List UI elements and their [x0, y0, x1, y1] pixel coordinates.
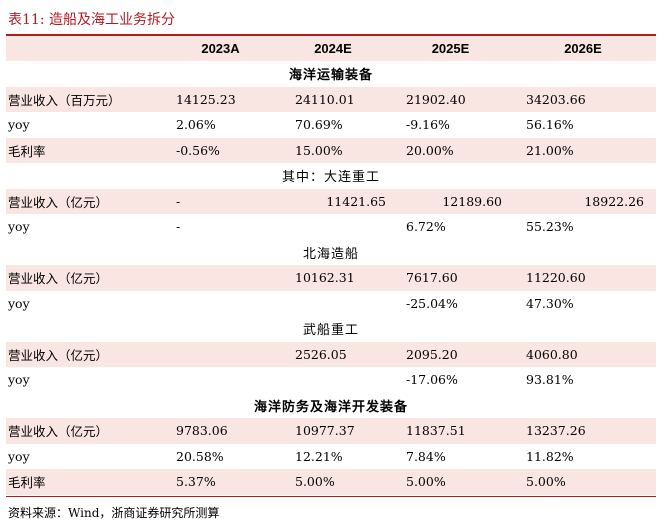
section-row-marine-transport: 海洋运输装备 [6, 61, 656, 87]
section-title: 海洋防务及海洋开发装备 [253, 399, 408, 415]
cell-2026e: 13237.26 [510, 418, 656, 444]
segment-breakdown-table: 2023A 2024E 2025E 2026E 海洋运输装备 营业收入（百万元）… [6, 36, 656, 495]
cell-2023a [166, 291, 275, 317]
cell-2024e: 24110.01 [275, 86, 391, 112]
header-cell-2024e: 2024E [275, 36, 391, 61]
cell-2024e: 70.69% [295, 117, 343, 133]
row-label: 毛利率 [6, 469, 166, 495]
cell-2023a [166, 265, 275, 291]
cell-2023a: 9783.06 [166, 418, 275, 444]
row-label: yoy [8, 372, 30, 388]
row-label: 营业收入（亿元） [6, 341, 166, 367]
cell-2024e: 10162.31 [275, 265, 391, 291]
cell-2024e: 11421.65 [275, 188, 391, 214]
table-title: 表11: 造船及海工业务拆分 [8, 12, 175, 28]
cell-2025e: -9.16% [406, 117, 450, 133]
table-row: 毛利率 -0.56% 15.00% 20.00% 21.00% [6, 137, 656, 163]
header-cell-label [6, 36, 166, 61]
table-row: yoy 2.06% 70.69% -9.16% 56.16% [6, 112, 656, 138]
cell-2026e: 11220.60 [510, 265, 656, 291]
table-row: yoy -17.06% 93.81% [6, 367, 656, 393]
cell-2023a: 20.58% [176, 448, 224, 464]
cell-2026e: 56.16% [526, 117, 574, 133]
cell-2025e: 2095.20 [391, 341, 510, 367]
title-divider [6, 34, 656, 36]
cell-2025e: 7617.60 [391, 265, 510, 291]
table-row: yoy -25.04% 47.30% [6, 291, 656, 317]
table-row: 毛利率 5.37% 5.00% 5.00% 5.00% [6, 469, 656, 495]
table-row: 营业收入（亿元） 10162.31 7617.60 11220.60 [6, 265, 656, 291]
header-row: 2023A 2024E 2025E 2026E [6, 36, 656, 61]
cell-2025e: 21902.40 [391, 86, 510, 112]
section-row-dalian: 其中：大连重工 [6, 163, 656, 189]
source-note: 资料来源：Wind，浙商证券研究所测算 [8, 506, 220, 520]
row-label: 营业收入（百万元） [6, 86, 166, 112]
row-label: yoy [8, 219, 30, 235]
cell-2025e: 6.72% [406, 219, 446, 235]
section-title: 武船重工 [302, 323, 359, 339]
cell-2026e: 55.23% [526, 219, 574, 235]
cell-2026e: 34203.66 [510, 86, 656, 112]
bottom-divider [6, 496, 656, 497]
cell-2026e: 93.81% [526, 372, 574, 388]
cell-2024e: 15.00% [275, 137, 391, 163]
cell-2024e: 12.21% [295, 448, 343, 464]
cell-2023a: - [166, 188, 275, 214]
row-label: 营业收入（亿元） [6, 418, 166, 444]
cell-2024e [275, 291, 391, 317]
cell-2024e: 10977.37 [275, 418, 391, 444]
cell-2025e: -17.06% [406, 372, 458, 388]
header-cell-2025e: 2025E [391, 36, 510, 61]
cell-2026e: 47.30% [526, 295, 574, 311]
cell-2025e: 5.00% [391, 469, 510, 495]
section-title: 海洋运输装备 [288, 68, 373, 84]
cell-2026e: 4060.80 [510, 341, 656, 367]
cell-2023a: -0.56% [166, 137, 275, 163]
cell-2024e: 2526.05 [275, 341, 391, 367]
cell-2026e: 18922.26 [510, 188, 656, 214]
cell-2026e: 21.00% [510, 137, 656, 163]
cell-2023a: 2.06% [176, 117, 216, 133]
cell-2026e: 5.00% [510, 469, 656, 495]
cell-2025e: -25.04% [406, 295, 458, 311]
section-title: 北海造船 [302, 246, 359, 262]
cell-2023a [166, 341, 275, 367]
row-label: yoy [8, 295, 30, 311]
table-row: 营业收入（亿元） 9783.06 10977.37 11837.51 13237… [6, 418, 656, 444]
cell-2025e: 20.00% [391, 137, 510, 163]
row-label: 毛利率 [6, 137, 166, 163]
cell-2024e: 5.00% [275, 469, 391, 495]
section-row-wuchuan: 武船重工 [6, 316, 656, 342]
cell-2025e: 11837.51 [391, 418, 510, 444]
row-label: 营业收入（亿元） [6, 265, 166, 291]
cell-2026e: 11.82% [526, 448, 574, 464]
table-row: yoy 20.58% 12.21% 7.84% 11.82% [6, 444, 656, 470]
row-label: yoy [8, 117, 30, 133]
section-title: 其中：大连重工 [281, 170, 380, 186]
cell-2024e [275, 214, 391, 240]
cell-2023a: 14125.23 [166, 86, 275, 112]
cell-2025e: 7.84% [406, 448, 446, 464]
section-row-marine-defense: 海洋防务及海洋开发装备 [6, 393, 656, 419]
section-row-beihai: 北海造船 [6, 240, 656, 266]
cell-2023a: 5.37% [166, 469, 275, 495]
cell-2023a: - [176, 219, 181, 235]
row-label: yoy [8, 448, 30, 464]
row-label: 营业收入（亿元） [6, 188, 166, 214]
table-row: yoy - 6.72% 55.23% [6, 214, 656, 240]
table-row: 营业收入（亿元） - 11421.65 12189.60 18922.26 [6, 188, 656, 214]
table-row: 营业收入（亿元） 2526.05 2095.20 4060.80 [6, 341, 656, 367]
header-cell-2023a: 2023A [166, 36, 275, 61]
table-row: 营业收入（百万元） 14125.23 24110.01 21902.40 342… [6, 86, 656, 112]
cell-2023a [166, 367, 275, 393]
cell-2025e: 12189.60 [391, 188, 510, 214]
cell-2024e [275, 367, 391, 393]
header-cell-2026e: 2026E [510, 36, 656, 61]
